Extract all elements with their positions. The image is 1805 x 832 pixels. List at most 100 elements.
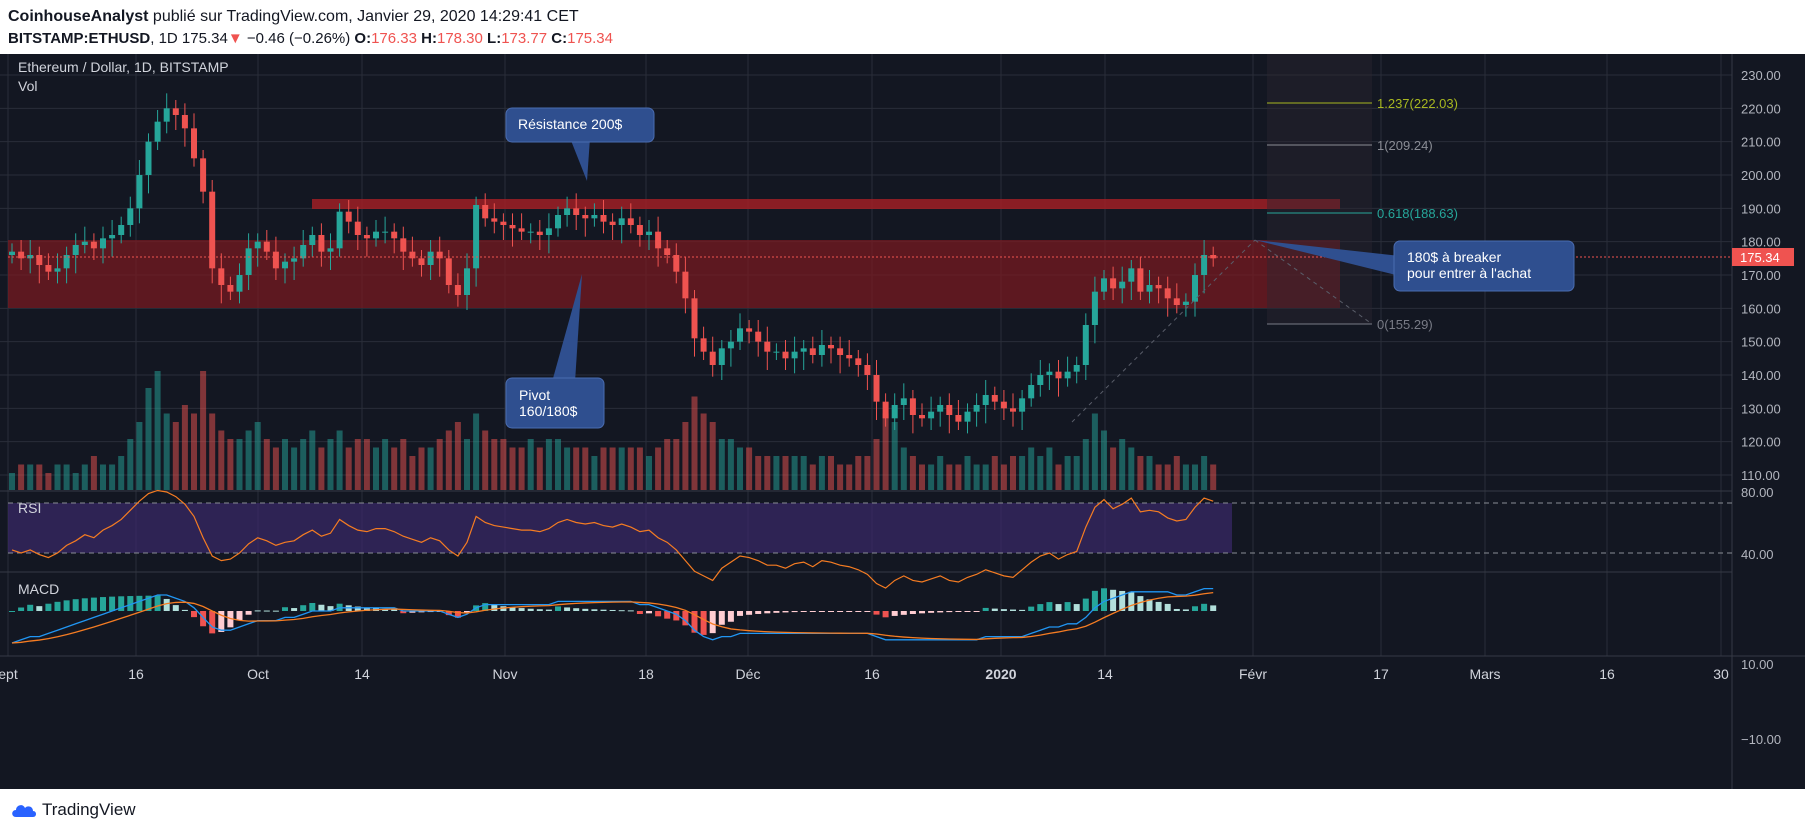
volume-bar <box>237 439 243 490</box>
time-axis[interactable]: ept 16 Oct 14 Nov 18 Déc 16 2020 14 Févr 17 Mars 16 30 <box>0 666 1729 682</box>
candle-body <box>73 245 79 255</box>
candle-body <box>164 108 170 121</box>
volume-bar <box>346 448 352 491</box>
candle-body <box>400 238 406 251</box>
volume-bar <box>1028 448 1034 491</box>
macd-hist-bar <box>1110 590 1116 611</box>
volume-bar <box>155 371 161 490</box>
candle-body <box>373 232 379 239</box>
author-name[interactable]: CoinhouseAnalyst <box>8 8 148 25</box>
volume-bar <box>937 456 943 490</box>
rsi-tick-80: 80.00 <box>1741 485 1774 500</box>
macd-hist-bar <box>746 611 752 615</box>
macd-hist-bar <box>291 608 297 611</box>
macd-hist-bar <box>1046 602 1052 611</box>
macd-hist-bar <box>992 609 998 611</box>
macd-hist-bar <box>209 611 215 633</box>
tradingview-brand[interactable]: TradingView <box>42 800 136 820</box>
volume-bar <box>264 439 270 490</box>
volume-bar <box>136 422 142 490</box>
symbol-name[interactable]: BITSTAMP:ETHUSD <box>8 30 150 47</box>
volume-bar <box>1092 414 1098 491</box>
candle-body <box>191 128 197 158</box>
footer: TradingView <box>0 789 1805 832</box>
macd-hist-bar <box>191 611 197 617</box>
candle-body <box>564 208 570 215</box>
macd-hist-bar <box>874 611 880 615</box>
candle-body <box>264 242 270 252</box>
macd-hist-bar <box>27 605 33 611</box>
open-label: O: <box>354 30 371 47</box>
chart-svg[interactable]: 1.237(222.03) 1(209.24) 0.618(188.63) 0(… <box>0 54 1805 789</box>
resistance-zone[interactable] <box>312 199 1340 209</box>
signal-line <box>12 593 1213 643</box>
candle-body <box>728 342 734 349</box>
macd-hist-bar <box>18 608 24 611</box>
macd-hist-bar <box>1210 605 1216 611</box>
high-value: 178.30 <box>437 30 483 47</box>
time-tick: 16 <box>1599 666 1615 682</box>
volume-bar <box>118 456 124 490</box>
candle-body <box>555 215 561 228</box>
candle-body <box>883 402 889 419</box>
price-axis[interactable]: 230.00 220.00 210.00 200.00 190.00 180.00 170.… <box>1741 68 1781 483</box>
rsi-band <box>8 503 1232 553</box>
chart-header: CoinhouseAnalyst publié sur TradingView.… <box>0 0 1805 54</box>
candle-body <box>91 242 97 249</box>
candle-body <box>118 225 124 235</box>
macd-hist-bar <box>1037 604 1043 611</box>
candle-body <box>173 108 179 115</box>
volume-bar <box>127 439 133 490</box>
price-tick: 220.00 <box>1741 101 1781 116</box>
macd-hist-bar <box>555 606 561 611</box>
candle-body <box>218 268 224 285</box>
macd-hist-bar <box>100 597 106 611</box>
volume-bar <box>328 439 334 490</box>
macd-hist-bar <box>237 611 243 620</box>
low-label: L: <box>487 30 501 47</box>
candle-body <box>528 232 534 233</box>
macd-hist-bar <box>1128 592 1134 611</box>
macd-hist-bar <box>601 610 607 611</box>
volume-bar <box>446 431 452 491</box>
candle-body <box>992 395 998 402</box>
macd-hist-bar <box>1019 610 1025 611</box>
candle-body <box>510 225 516 228</box>
time-tick: 14 <box>1097 666 1113 682</box>
macd-hist-bar <box>1165 604 1171 611</box>
open-value: 176.33 <box>371 30 417 47</box>
volume-bar <box>919 465 925 491</box>
price-tick: 110.00 <box>1741 468 1780 483</box>
volume-bars <box>9 371 1216 490</box>
candle-body <box>819 345 825 355</box>
time-tick: 14 <box>354 666 370 682</box>
volume-bar <box>500 439 506 490</box>
volume-bar <box>1001 465 1007 491</box>
volume-bar <box>1074 456 1080 490</box>
volume-bar <box>965 456 971 490</box>
candle-body <box>901 398 907 405</box>
volume-bar <box>64 465 70 491</box>
volume-bar <box>792 456 798 490</box>
volume-bar <box>582 448 588 491</box>
volume-bar <box>419 448 425 491</box>
macd-tick-neg10: −10.00 <box>1741 732 1781 747</box>
macd-hist-bar <box>173 605 179 611</box>
candle-body <box>773 352 779 353</box>
volume-bar <box>455 422 461 490</box>
macd-hist-bar <box>55 602 61 611</box>
candle-body <box>246 248 252 275</box>
volume-bar <box>555 439 561 490</box>
candle-body <box>136 175 142 208</box>
time-tick: 17 <box>1373 666 1389 682</box>
macd-hist-bar <box>164 599 170 611</box>
cloud-logo-icon <box>10 801 38 819</box>
chart-area[interactable]: 1.237(222.03) 1(209.24) 0.618(188.63) 0(… <box>0 54 1805 789</box>
candle-body <box>382 232 388 233</box>
volume-bar <box>710 422 716 490</box>
volume-bar <box>1137 456 1143 490</box>
price-badge-text: 175.34 <box>1740 250 1780 265</box>
candle-body <box>1046 372 1052 375</box>
candle-body <box>1010 408 1016 411</box>
volume-bar <box>1201 456 1207 490</box>
